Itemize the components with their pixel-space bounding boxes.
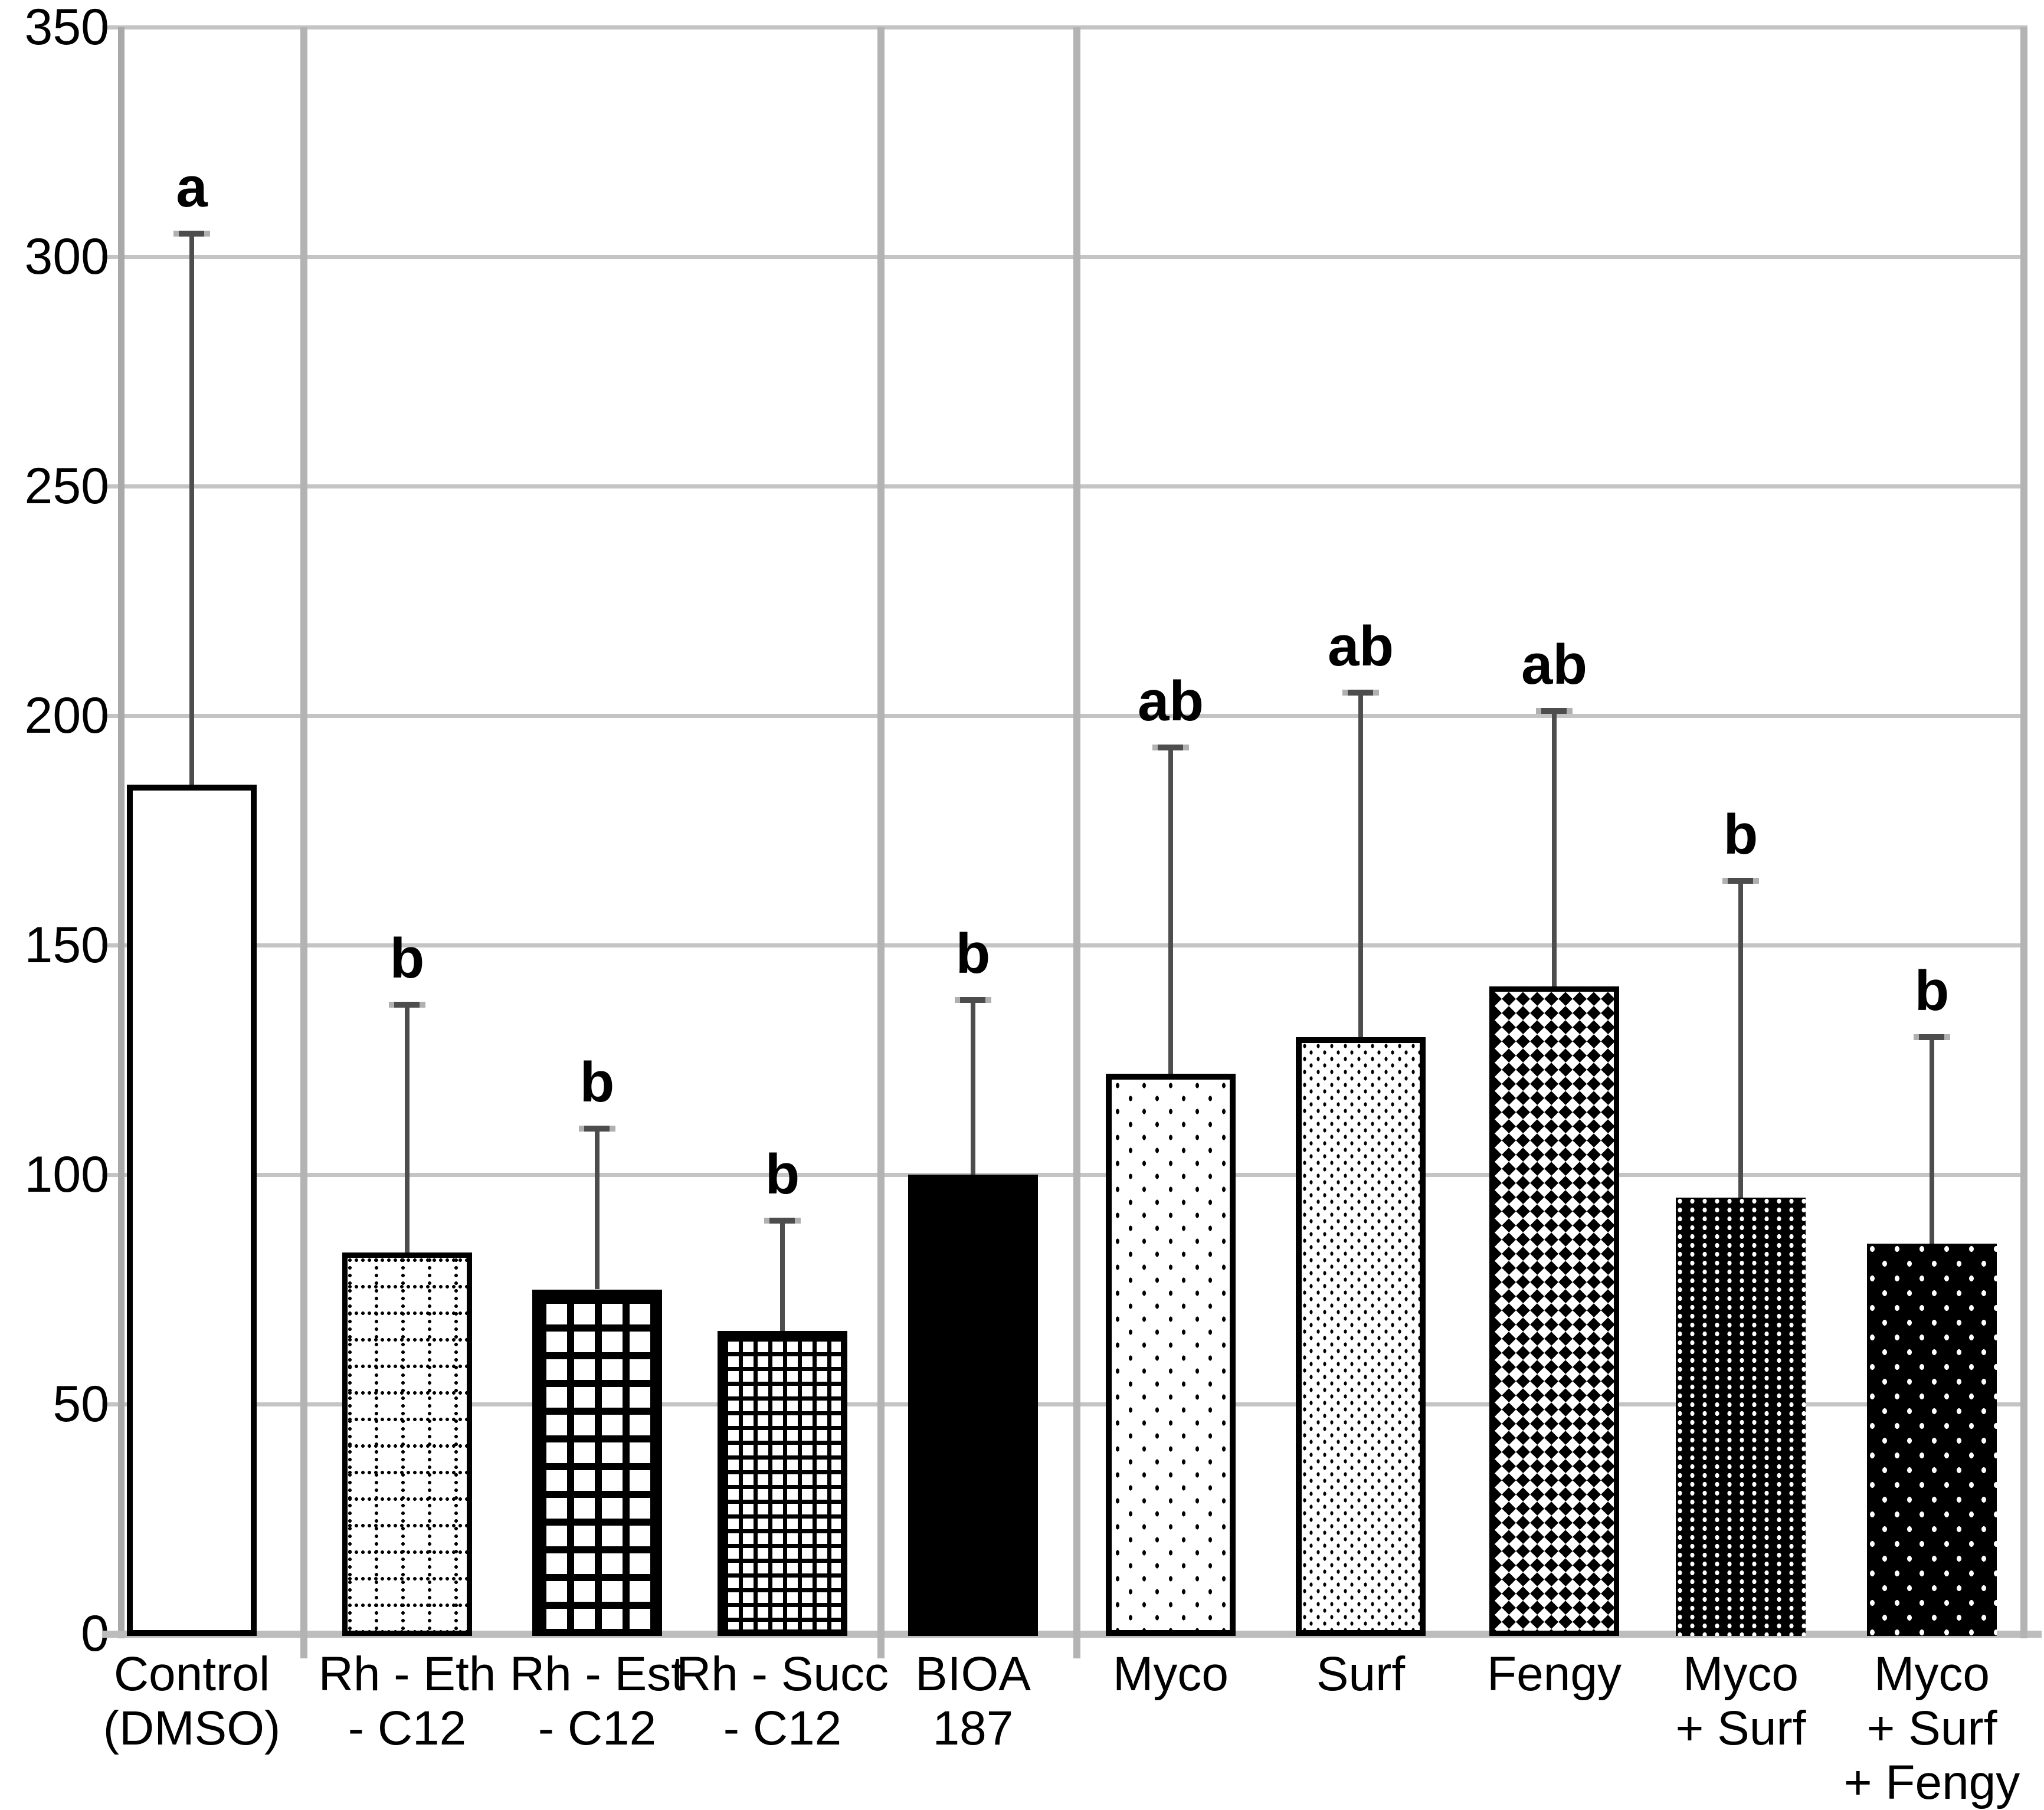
sig-letter-myco-surf-fengy: b bbox=[1914, 959, 1950, 1022]
error-bar-myco-surf-fengy bbox=[1930, 1037, 1934, 1244]
x-category-label-line: - C12 bbox=[723, 1701, 842, 1755]
y-tick-label: 300 bbox=[24, 228, 110, 285]
x-category-label-myco-surf-fengy: Myco + Surf + Fengy bbox=[1773, 1647, 2044, 1810]
sig-letter-surf: ab bbox=[1327, 615, 1394, 678]
bar-surf bbox=[1296, 1037, 1426, 1636]
error-bar-cap-fengy bbox=[1536, 708, 1573, 714]
error-bar-myco-surf bbox=[1738, 881, 1743, 1198]
x-category-label-line: + Surf bbox=[1675, 1701, 1806, 1755]
bar-rh-eth-c12 bbox=[342, 1252, 472, 1636]
bar-fengy bbox=[1489, 986, 1619, 1636]
error-bar-cap-bioa-187 bbox=[955, 997, 991, 1004]
bar-myco bbox=[1106, 1073, 1236, 1636]
x-category-label-rh-eth-c12: Rh - Eth - C12 bbox=[248, 1647, 566, 1756]
error-bar-bioa-187 bbox=[971, 1000, 975, 1175]
y-tick-label: 100 bbox=[24, 1146, 110, 1203]
y-tick-label: 350 bbox=[24, 0, 110, 55]
error-bar-rh-est-c12 bbox=[595, 1129, 600, 1290]
bar-myco-surf-fengy bbox=[1867, 1243, 1997, 1636]
error-bar-myco bbox=[1168, 747, 1173, 1074]
x-category-label-line: Myco bbox=[1683, 1647, 1799, 1701]
error-bar-cap-myco bbox=[1152, 745, 1189, 751]
y-gridline-150 bbox=[102, 943, 2027, 947]
error-bar-cap-myco-surf bbox=[1722, 878, 1759, 884]
x-category-label-line: Myco bbox=[1113, 1647, 1229, 1701]
x-category-label-line: Myco bbox=[1874, 1647, 1990, 1701]
x-category-label-line: BIOA bbox=[915, 1647, 1031, 1701]
x-category-label-line: Fengy bbox=[1487, 1647, 1622, 1701]
sig-letter-bioa-187: b bbox=[955, 922, 991, 986]
sig-letter-myco: ab bbox=[1137, 670, 1204, 733]
error-bar-rh-eth-c12 bbox=[405, 1005, 410, 1253]
error-bar-cap-surf bbox=[1342, 690, 1379, 696]
group-divider-3 bbox=[1073, 27, 1080, 1658]
error-bar-control-dmso bbox=[189, 234, 194, 785]
y-gridline-250 bbox=[102, 484, 2027, 488]
group-divider-1 bbox=[300, 27, 307, 1658]
y-gridline-50 bbox=[102, 1402, 2027, 1406]
x-category-label-line: Control bbox=[113, 1647, 270, 1701]
x-category-label-line: 187 bbox=[932, 1701, 1014, 1755]
x-category-label-line: Rh - Eth bbox=[318, 1647, 496, 1701]
error-bar-cap-myco-surf-fengy bbox=[1914, 1034, 1950, 1040]
x-category-label-rh-est-c12: Rh - Est - C12 bbox=[438, 1647, 756, 1756]
sig-letter-rh-eth-c12: b bbox=[389, 927, 425, 991]
bar-rh-succ-c12 bbox=[718, 1330, 847, 1636]
sig-letter-myco-surf: b bbox=[1723, 803, 1758, 867]
y-gridline-350 bbox=[102, 25, 2027, 29]
x-category-label-bioa-187: BIOA 187 bbox=[814, 1647, 1132, 1756]
bar-control-dmso bbox=[127, 784, 257, 1636]
x-category-label-line: Rh - Succ bbox=[676, 1647, 889, 1701]
x-category-label-line: + Fengy bbox=[1843, 1756, 2020, 1809]
y-tick-label: 200 bbox=[24, 687, 110, 744]
x-category-label-myco-surf: Myco + Surf bbox=[1581, 1647, 1900, 1756]
error-bar-rh-succ-c12 bbox=[780, 1220, 785, 1331]
y-axis bbox=[118, 27, 125, 1638]
error-bar-fengy bbox=[1552, 711, 1557, 987]
bar-myco-surf bbox=[1676, 1197, 1806, 1636]
error-bar-cap-rh-succ-c12 bbox=[764, 1217, 801, 1224]
x-category-label-line: (DMSO) bbox=[103, 1701, 281, 1755]
x-category-label-control-dmso: Control (DMSO) bbox=[32, 1647, 351, 1756]
y-gridline-200 bbox=[102, 714, 2027, 718]
error-bar-cap-rh-eth-c12 bbox=[389, 1002, 425, 1008]
bar-rh-est-c12 bbox=[532, 1289, 662, 1636]
error-bar-cap-rh-est-c12 bbox=[579, 1126, 615, 1132]
x-category-label-fengy: Fengy bbox=[1395, 1647, 1714, 1701]
y-gridline-300 bbox=[102, 255, 2027, 259]
sig-letter-fengy: ab bbox=[1521, 633, 1588, 697]
x-category-label-line: - C12 bbox=[538, 1701, 657, 1755]
error-bar-surf bbox=[1358, 693, 1363, 1037]
bar-bioa-187 bbox=[908, 1175, 1038, 1636]
y-tick-label: 50 bbox=[53, 1376, 109, 1432]
group-divider-2 bbox=[877, 27, 885, 1658]
plot-right-border bbox=[2020, 27, 2027, 1638]
y-gridline-100 bbox=[102, 1173, 2027, 1177]
x-category-label-line: - C12 bbox=[348, 1701, 467, 1755]
x-category-label-surf: Surf bbox=[1201, 1647, 1520, 1701]
sig-letter-rh-succ-c12: b bbox=[765, 1142, 800, 1206]
x-category-label-line: Rh - Est bbox=[509, 1647, 685, 1701]
x-category-label-rh-succ-c12: Rh - Succ - C12 bbox=[623, 1647, 942, 1756]
x-category-label-myco: Myco bbox=[1011, 1647, 1330, 1701]
error-bar-cap-control-dmso bbox=[173, 231, 210, 237]
sig-letter-control-dmso: a bbox=[176, 156, 208, 219]
x-category-label-line: + Surf bbox=[1866, 1701, 1997, 1755]
sig-letter-rh-est-c12: b bbox=[579, 1051, 615, 1114]
y-tick-label: 250 bbox=[24, 458, 110, 514]
x-category-label-line: Surf bbox=[1316, 1647, 1406, 1701]
y-tick-label: 150 bbox=[24, 917, 110, 973]
